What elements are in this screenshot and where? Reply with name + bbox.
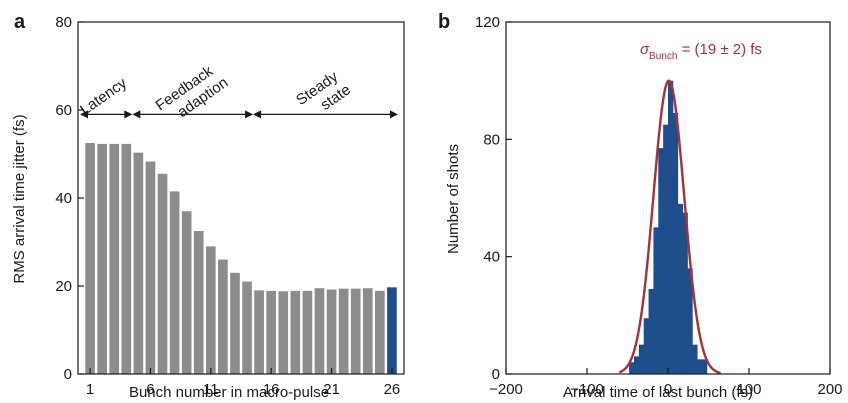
fit-label-subscript: Bunch [649,51,677,62]
bar-bunch-6 [145,161,156,374]
histogram-bar [629,362,635,374]
arrow-head [132,110,141,119]
arrow-head [389,110,398,119]
histogram-bar [653,227,659,374]
bar-bunch-18 [290,290,301,374]
bar-bunch-22 [338,288,349,374]
y-tick-label: 40 [55,190,72,207]
y-tick-label: 0 [64,366,72,383]
bar-bunch-23 [350,288,361,374]
panel-a-annotations: Latency Feedbackadaption Steadystate [77,59,398,129]
histogram-bar [638,344,645,374]
fit-label-value: = (19 ± 2) fs [677,41,762,58]
histogram-bar [668,80,674,375]
bar-bunch-9 [181,211,192,374]
annotation-label: Steadystate [293,66,354,123]
bar-bunch-20 [314,288,325,374]
x-tick-label: 100 [736,381,761,398]
panel-b-ylabel: Number of shots [445,144,462,254]
x-tick-label: 200 [817,381,842,398]
panel-a-ylabel: RMS arrival time jitter (fs) [11,114,28,283]
annotation-label: Latency [77,74,130,118]
bar-bunch-11 [205,246,216,374]
histogram-bar [702,359,708,374]
x-tick-label: 0 [664,381,672,398]
x-tick-label: 16 [263,381,280,398]
arrow-head [245,110,254,119]
bar-bunch-15 [254,290,264,374]
y-tick-label: 40 [483,249,500,266]
x-tick-label: 26 [384,381,401,398]
panel-b-label: b [438,11,450,33]
panel-b-y-ticks: 0 40 80 120 [475,14,512,383]
bar-bunch-10 [193,231,204,374]
arrow-head [80,110,88,119]
bar-bunch-12 [218,259,228,374]
x-tick-label: 11 [203,381,219,398]
x-tick-label: −200 [489,381,523,398]
histogram-bar [697,359,703,374]
bar-bunch-25 [375,290,385,374]
histogram-bar [672,112,679,374]
histogram-bar [663,124,669,375]
bar-bunch-2 [97,143,107,374]
histogram-bar [633,356,640,374]
fit-label-sigma: σ [640,41,650,58]
annotation-text: Feedbackadaption [153,59,232,129]
bar-bunch-8 [169,191,180,374]
bar-bunch-7 [157,173,168,374]
panel-b-fit-label: σBunch = (19 ± 2) fs [640,41,762,62]
panel-a-x-ticks: 1 6 11 16 21 26 [86,368,400,398]
bar-bunch-4 [121,143,132,374]
panel-a-y-ticks: 0 20 40 60 80 [55,14,84,383]
panel-b-frame [505,21,831,375]
panel-b: b Number of shots Arrival time of last b… [438,11,843,401]
bar-bunch-5 [133,152,144,374]
y-tick-label: 80 [483,131,500,148]
bar-bunch-21 [326,289,337,374]
x-tick-label: 1 [86,381,94,398]
panel-a-xlabel: Bunch number in macro-pulse [129,384,329,401]
panel-a: a RMS arrival time jitter (fs) Bunch num… [11,11,405,401]
bar-bunch-14 [242,281,252,374]
histogram-bar [648,288,654,374]
panel-b-histogram [629,80,708,375]
histogram-bar [643,318,649,374]
bar-bunch-26 [387,287,397,374]
panel-a-bars [85,143,397,374]
arrow-head [124,110,133,119]
panel-a-frame [77,21,405,375]
y-tick-label: 0 [492,366,500,383]
x-tick-label: 6 [146,381,154,398]
bar-bunch-16 [266,290,277,374]
panel-a-label: a [14,11,26,33]
histogram-bar [687,268,693,374]
y-tick-label: 20 [55,278,72,295]
bar-bunch-13 [230,272,240,374]
bar-bunch-24 [362,288,373,374]
x-tick-label: −100 [570,381,604,398]
histogram-bar [658,148,664,374]
bar-bunch-19 [302,290,313,374]
panel-b-gaussian-fit-line [618,79,721,375]
y-tick-label: 120 [475,14,500,31]
x-tick-label: 21 [323,381,340,398]
annotation-label: Feedbackadaption [153,59,232,129]
histogram-bar [677,203,683,374]
y-tick-label: 60 [55,102,72,119]
bar-bunch-1 [85,143,95,374]
annotation-text: Steadystate [293,66,354,123]
arrow-head [253,110,262,119]
bar-bunch-3 [109,143,120,374]
histogram-bar [682,212,688,374]
panel-b-x-ticks: −200 −100 0 100 200 [489,368,843,398]
annotation-text: Latency [77,74,130,118]
histogram-bar [692,344,698,374]
y-tick-label: 80 [55,14,72,31]
panel-b-xlabel: Arrival time of last bunch (fs) [563,384,753,401]
bar-bunch-17 [278,291,289,374]
